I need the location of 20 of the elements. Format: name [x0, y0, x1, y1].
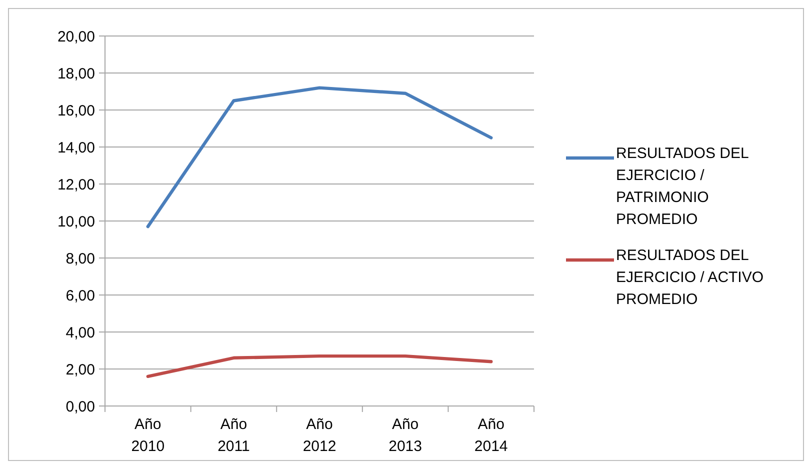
x-tick-label: Año 2011 [218, 416, 250, 455]
y-tick-label: 16,00 [57, 102, 95, 120]
y-tick-label: 2,00 [66, 361, 95, 378]
y-tick-label: 12,00 [57, 176, 95, 194]
x-tick-label: Año 2010 [131, 416, 165, 455]
y-tick-label: 20,00 [57, 28, 95, 46]
x-tick-label: Año 2012 [302, 416, 336, 455]
y-tick-label: 18,00 [57, 65, 95, 82]
y-tick-label: 0,00 [66, 398, 95, 416]
line-series [146, 86, 493, 228]
y-tick-label: 8,00 [66, 250, 95, 268]
legend-label: RESULTADOS DEL EJERCICIO / PATRIMONIO PROMEDIO [616, 145, 749, 228]
line-series [146, 354, 493, 378]
x-tick-label: Año 2013 [388, 416, 422, 455]
legend-label: RESULTADOS DEL EJERCICIO / ACTIVO PROMEDIO [616, 247, 764, 308]
y-tick-label: 4,00 [66, 324, 95, 342]
y-tick-label: 6,00 [66, 287, 95, 304]
y-tick-label: 14,00 [57, 139, 95, 156]
y-tick-label: 10,00 [57, 213, 95, 230]
x-tick-label: Año 2014 [474, 416, 508, 455]
